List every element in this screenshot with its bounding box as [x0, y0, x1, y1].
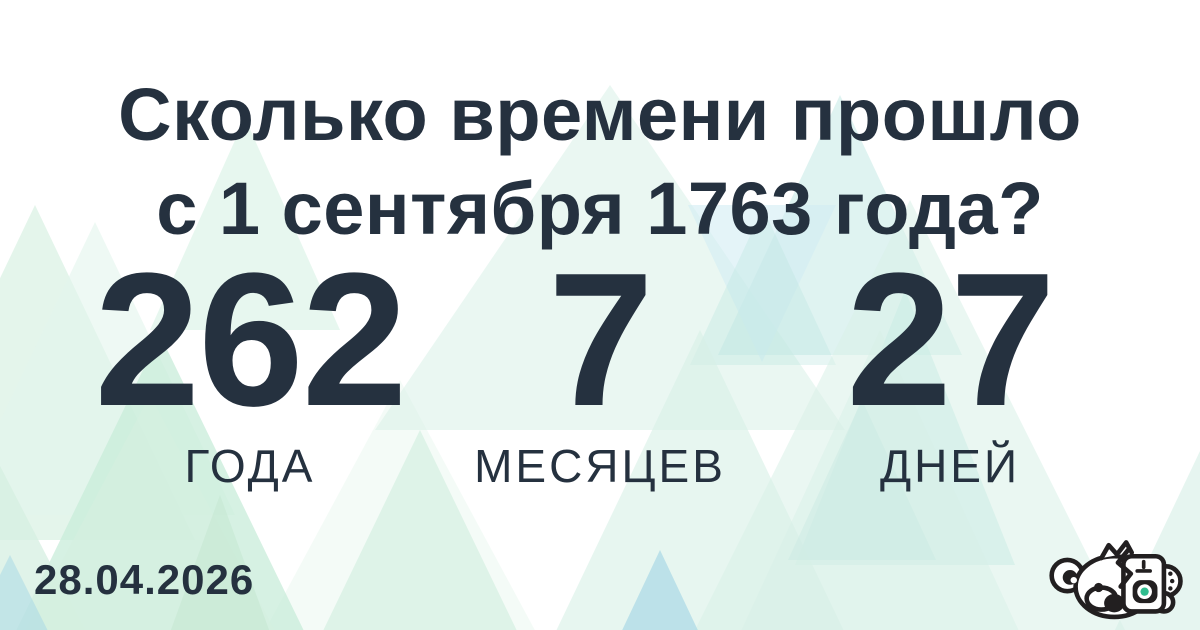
days-value: 27	[846, 234, 1055, 446]
years-label: ГОДА	[184, 440, 316, 492]
title-line-1: Сколько времени прошло	[118, 72, 1082, 156]
counter-years: 262 ГОДА	[0, 245, 500, 493]
koala-robot-logo-icon	[1049, 540, 1183, 620]
days-label: ДНЕЙ	[879, 440, 1021, 492]
months-value: 7	[548, 234, 654, 446]
page-title: Сколько времени прошло с 1 сентября 1763…	[0, 68, 1200, 256]
counter-days: 27 ДНЕЙ	[750, 245, 1150, 493]
elapsed-time-counters: 262 ГОДА 7 МЕСЯЦЕВ 27 ДНЕЙ	[0, 245, 1200, 505]
title-line-2: с 1 сентября 1763 года?	[156, 166, 1044, 250]
current-date: 28.04.2026	[34, 556, 255, 603]
counter-months: 7 МЕСЯЦЕВ	[400, 245, 800, 493]
months-label: МЕСЯЦЕВ	[474, 440, 726, 492]
years-value: 262	[94, 234, 407, 446]
